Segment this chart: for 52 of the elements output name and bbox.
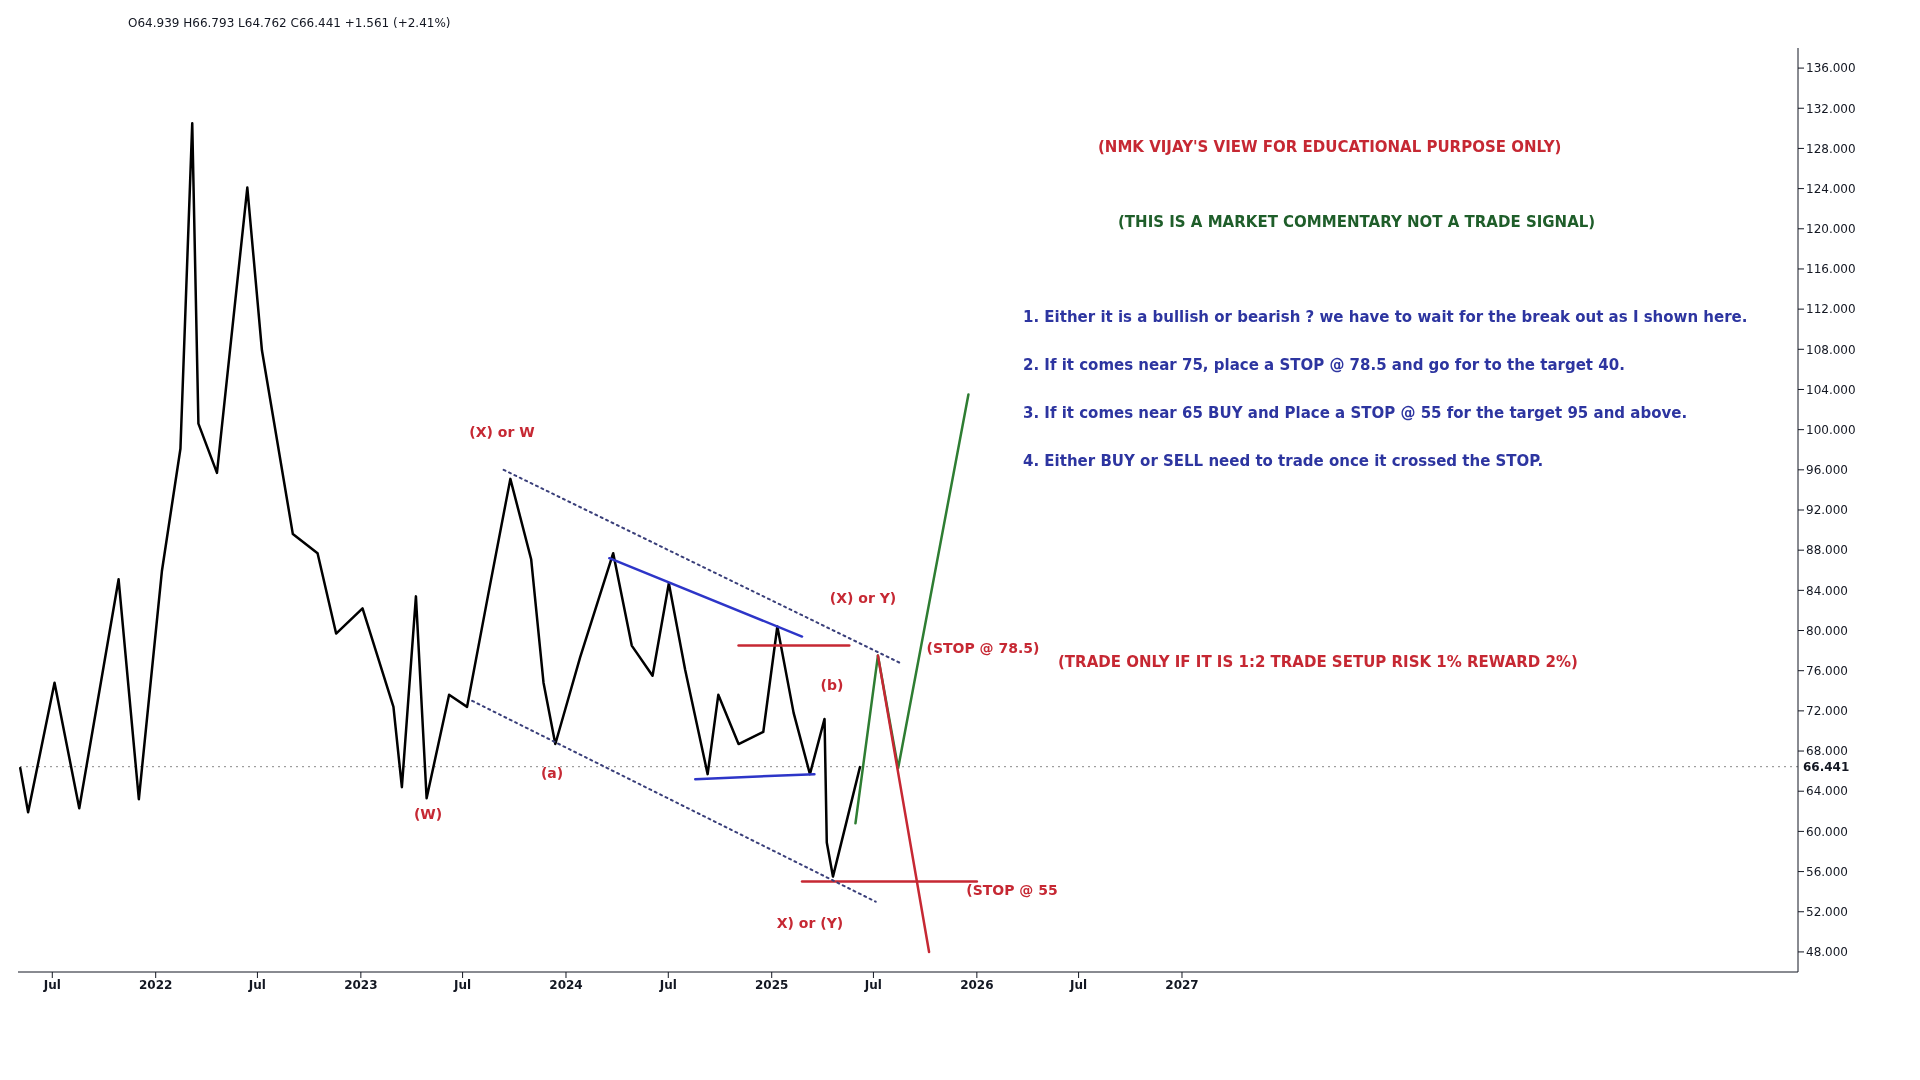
- x-tick-label: 2022: [139, 977, 173, 992]
- y-tick-label: 48.000: [1806, 945, 1848, 960]
- y-tick-label: 72.000: [1806, 704, 1848, 719]
- y-tick-label: 132.000: [1806, 101, 1856, 116]
- annotation: 2. If it comes near 75, place a STOP @ 78.5 and go for to the target 40.: [1023, 356, 1625, 374]
- y-tick-label: 128.000: [1806, 141, 1856, 156]
- x-tick-label: 2026: [960, 977, 994, 992]
- y-tick-label: 112.000: [1806, 302, 1856, 317]
- x-tick-label: Jul: [42, 977, 61, 992]
- x-tick-label: 2025: [755, 977, 789, 992]
- y-tick-label: 60.000: [1806, 824, 1848, 839]
- y-tick-label: 88.000: [1806, 543, 1848, 558]
- annotation: 4. Either BUY or SELL need to trade once it crossed the STOP.: [1023, 452, 1544, 470]
- annotation: (NMK VIJAY'S VIEW FOR EDUCATIONAL PURPOSE ONLY): [1098, 138, 1562, 156]
- x-tick-label: Jul: [453, 977, 472, 992]
- chart-subtitle: O64.939 H66.793 L64.762 C66.441 +1.561 (+2.41%): [128, 16, 451, 30]
- y-tick-label: 124.000: [1806, 181, 1856, 196]
- y-tick-label: 96.000: [1806, 463, 1848, 478]
- x-tick-label: Jul: [658, 977, 677, 992]
- x-tick-label: 2027: [1165, 977, 1199, 992]
- y-tick-label: 108.000: [1806, 342, 1856, 357]
- annotation: (STOP @ 78.5): [926, 640, 1040, 656]
- y-tick-label: 68.000: [1806, 744, 1848, 759]
- annotation: (b): [820, 677, 844, 693]
- y-tick-label: 76.000: [1806, 663, 1848, 678]
- y-tick-label: 100.000: [1806, 422, 1856, 437]
- annotation: (TRADE ONLY IF IT IS 1:2 TRADE SETUP RISK 1% REWARD 2%): [1058, 653, 1578, 671]
- x-tick-label: Jul: [1069, 977, 1088, 992]
- y-tick-label: 56.000: [1806, 864, 1848, 879]
- y-tick-label: 92.000: [1806, 503, 1848, 518]
- y-tick-label: 64.000: [1806, 784, 1848, 799]
- x-tick-label: 2023: [344, 977, 378, 992]
- x-tick-label: 2024: [549, 977, 583, 992]
- annotation: (a): [540, 765, 564, 781]
- annotation: (X) or Y): [829, 590, 897, 606]
- y-tick-label: 104.000: [1806, 382, 1856, 397]
- ref-line-label: 66.441: [1803, 759, 1850, 774]
- y-tick-label: 116.000: [1806, 262, 1856, 277]
- annotation: (STOP @ 55: [966, 882, 1058, 898]
- annotation: (X) or W: [469, 424, 535, 440]
- y-tick-label: 84.000: [1806, 583, 1848, 598]
- x-tick-label: Jul: [863, 977, 882, 992]
- y-tick-label: 80.000: [1806, 623, 1848, 638]
- annotation: 3. If it comes near 65 BUY and Place a STOP @ 55 for the target 95 and above.: [1023, 404, 1688, 422]
- annotation: (W): [413, 806, 443, 822]
- annotation: (THIS IS A MARKET COMMENTARY NOT A TRADE SIGNAL): [1118, 213, 1596, 231]
- annotation: 1. Either it is a bullish or bearish ? we have to wait for the break out as I shown here.: [1023, 308, 1748, 326]
- annotation: X) or (Y): [776, 915, 844, 931]
- y-tick-label: 52.000: [1806, 905, 1848, 919]
- x-tick-label: Jul: [247, 977, 266, 992]
- y-tick-label: 136.000: [1806, 61, 1856, 76]
- y-tick-label: 120.000: [1806, 222, 1856, 237]
